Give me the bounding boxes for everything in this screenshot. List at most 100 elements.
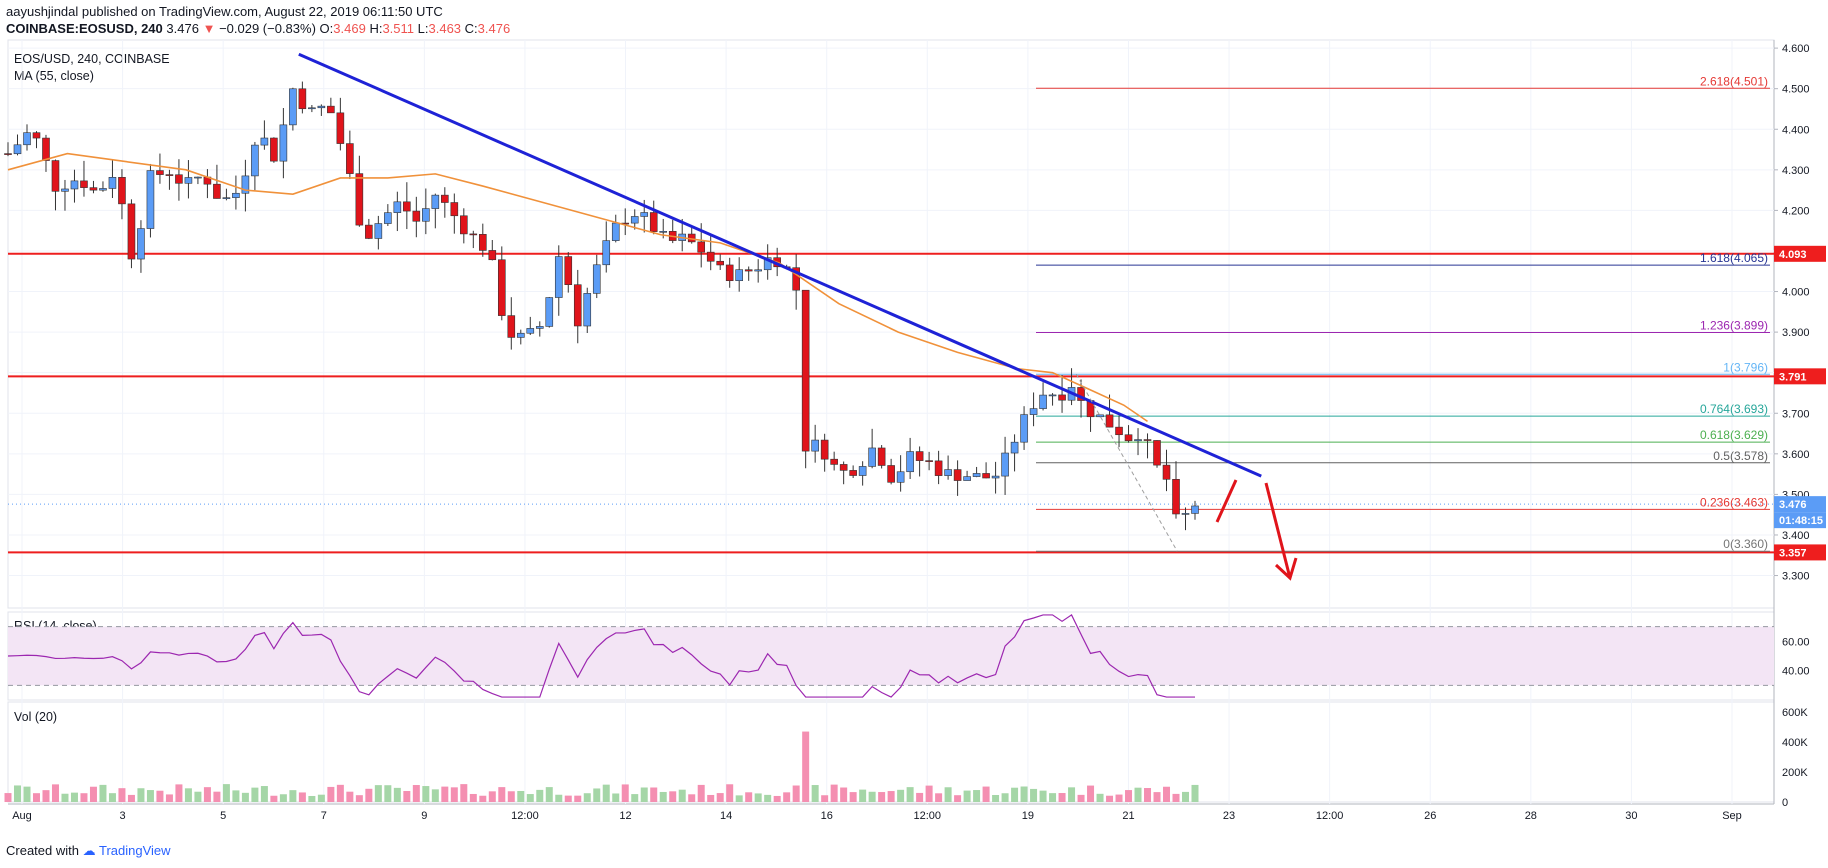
volume-bar [925, 785, 933, 802]
candle-body [308, 107, 316, 110]
fibonacci-levels: 2.618(4.501) 1.618(4.065) 1.236(3.899) 1(3.… [1036, 74, 1770, 552]
close-label: C: [464, 21, 478, 36]
volume-bar [289, 790, 297, 802]
volume-bar [1011, 787, 1019, 802]
main-pane-frame [7, 39, 1775, 609]
countdown-bg [1774, 512, 1826, 529]
volume-bar [973, 790, 981, 802]
volume-bar [336, 784, 344, 802]
volume-bar [469, 793, 477, 802]
candle-body [1115, 426, 1123, 436]
tradingview-brand[interactable]: TradingView [99, 843, 171, 858]
candle-body [1048, 394, 1057, 397]
level-price-tag: 3.791 [1779, 371, 1807, 383]
x-tick-label: 9 [421, 810, 427, 822]
candle-body [42, 137, 50, 161]
candle-body [915, 451, 924, 461]
up-arrow-stroke [1215, 479, 1238, 523]
volume-bar [32, 793, 40, 802]
candle-body [611, 222, 620, 241]
time-axis: Aug 3 5 7 9 12:00 12 14 16 12:00 19 21 23 12:00 26 28 30… [12, 810, 1742, 822]
candle-body [744, 269, 753, 272]
volume-tick-label: 400K [1782, 737, 1808, 749]
volume-bar [146, 790, 154, 802]
tradingview-logo-icon: ☁ [82, 843, 96, 858]
volume-bar [1039, 790, 1047, 802]
volume-bar [460, 784, 468, 802]
fib-label: 0.618(3.629) [1700, 428, 1768, 442]
volume-bar [764, 794, 772, 802]
volume-bar [127, 794, 135, 802]
fib-label: 2.618(4.501) [1700, 74, 1768, 88]
fib-label: 0.236(3.463) [1700, 495, 1768, 509]
volume-bar [887, 791, 895, 802]
volume-bar [954, 795, 962, 802]
candle-body [972, 473, 981, 477]
volume-bar [574, 795, 582, 802]
rsi-tick-label: 60.00 [1782, 636, 1810, 648]
vol-legend[interactable]: Vol (20) [14, 710, 58, 724]
volume-bar [697, 784, 705, 802]
fib-label: 1.618(4.065) [1700, 251, 1768, 265]
candle-body [1058, 394, 1066, 401]
candle-body [1153, 440, 1161, 466]
candle-body [194, 176, 202, 179]
candle-body [1039, 394, 1047, 409]
publish-line: aayushjindal published on TradingView.co… [6, 4, 443, 19]
volume-bar [308, 795, 316, 802]
volume-bar [593, 788, 601, 802]
candle-body [792, 267, 800, 291]
candle-body [602, 240, 611, 266]
volume-bar [251, 787, 259, 802]
candle-body [146, 170, 155, 229]
candle-body [858, 466, 867, 476]
author-link[interactable]: aayushjindal [6, 4, 79, 19]
candle-body [441, 194, 449, 203]
volume-bar [431, 789, 439, 802]
candle-body [507, 315, 516, 338]
symbol-label: COINBASE:EOSUSD, 240 [6, 21, 163, 36]
candle-body [488, 250, 497, 261]
volume-bar [688, 794, 696, 802]
volume-bar [1068, 787, 1076, 802]
volume-bar [51, 784, 59, 802]
candle-body [535, 326, 544, 329]
volume-bar [878, 792, 886, 802]
level-price-tag-bg [1774, 544, 1826, 561]
candle-body [336, 112, 345, 144]
volume-bar [1020, 786, 1028, 802]
candle-body [365, 224, 373, 239]
volume-bar [830, 784, 838, 802]
ma-legend[interactable]: MA (55, close) [14, 69, 94, 83]
volume-bar [906, 787, 914, 802]
candle-body [355, 173, 364, 226]
candle-body [830, 458, 838, 465]
candle-body [422, 208, 430, 222]
volume-bar [1163, 786, 1171, 802]
candle-body [735, 269, 743, 282]
volume-bar [346, 791, 354, 802]
candle-body [412, 210, 421, 222]
volume-pane [4, 731, 1199, 802]
volume-bar [175, 784, 183, 802]
volume-bar [23, 786, 31, 802]
volume-bar [488, 791, 496, 802]
candle-body [982, 473, 990, 479]
y-tick-label: 3.400 [1782, 530, 1810, 542]
candles [4, 81, 1199, 531]
volume-bar [868, 791, 876, 802]
candle-body [1105, 414, 1114, 428]
volume-bar [640, 787, 648, 802]
candle-body [877, 447, 886, 466]
volume-bar [232, 790, 240, 802]
candle-body [526, 328, 535, 334]
low-value: 3.463 [428, 21, 462, 36]
candle-body [554, 256, 563, 298]
pair-legend[interactable]: EOS/USD, 240, COINBASE [14, 52, 170, 66]
x-tick-label: 16 [821, 810, 833, 822]
volume-bar [1172, 793, 1180, 802]
y-tick-label: 3.900 [1782, 327, 1810, 339]
candle-body [716, 260, 725, 266]
change-value: −0.029 (−0.83%) [219, 21, 316, 36]
